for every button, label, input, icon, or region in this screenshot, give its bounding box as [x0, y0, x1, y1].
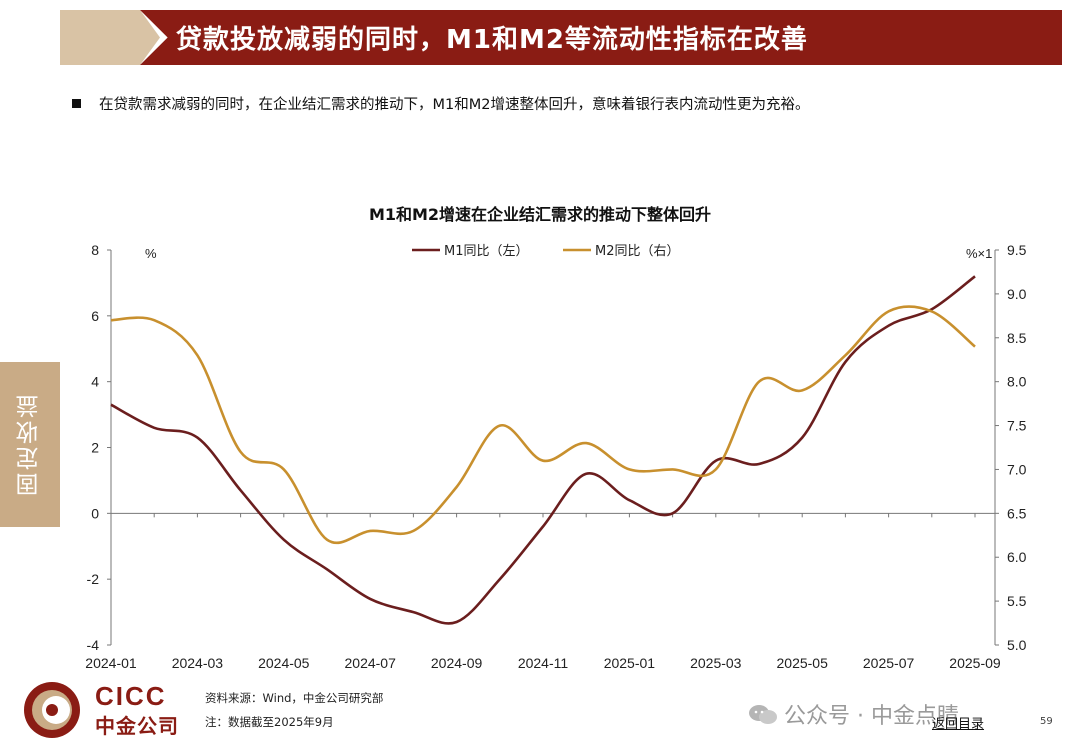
series-line-2	[110, 305, 976, 545]
x-tick-label: 2024-09	[431, 655, 483, 671]
header-bar	[140, 10, 1062, 65]
right-tick-label: 9.0	[1007, 286, 1027, 302]
right-tick-label: 6.0	[1007, 549, 1027, 565]
date-note: 注：数据截至2025年9月	[205, 715, 334, 729]
back-to-contents-link[interactable]: 返回目录	[932, 717, 985, 732]
right-tick-label: 9.5	[1007, 242, 1027, 258]
x-tick-label: 2025-01	[604, 655, 656, 671]
page-number: 59	[1040, 716, 1053, 727]
left-tick-label: 6	[91, 308, 99, 324]
wechat-icon	[749, 705, 777, 724]
chart-title: M1和M2增速在企业结汇需求的推动下整体回升	[369, 205, 711, 224]
x-tick-label: 2025-03	[690, 655, 742, 671]
right-tick-label: 8.0	[1007, 374, 1027, 390]
series-line-1	[110, 275, 976, 625]
right-axis-unit: %×1	[966, 246, 992, 261]
header-accent-tab	[60, 10, 160, 65]
x-tick-label: 2025-07	[863, 655, 915, 671]
right-tick-label: 7.5	[1007, 418, 1027, 434]
bullet-text: 在贷款需求减弱的同时，在企业结汇需求的推动下，M1和M2增速整体回升，意味着银行…	[99, 97, 810, 113]
bullet-square-icon	[72, 99, 81, 108]
side-section-tab[interactable]: 固定收益	[0, 362, 60, 527]
left-tick-label: -4	[87, 637, 100, 653]
legend-label-1: M1同比（左）	[444, 244, 529, 259]
page-title: 贷款投放减弱的同时，M1和M2等流动性指标在改善	[176, 25, 808, 55]
right-tick-label: 5.5	[1007, 593, 1027, 609]
left-tick-label: 8	[91, 242, 99, 258]
logo-text-en: CICC	[95, 681, 167, 711]
right-tick-label: 5.0	[1007, 637, 1027, 653]
right-tick-label: 7.0	[1007, 461, 1027, 477]
left-axis-unit: %	[145, 246, 157, 261]
left-tick-label: 4	[91, 374, 99, 390]
legend-label-2: M2同比（右）	[595, 244, 680, 259]
source-note: 资料来源：Wind，中金公司研究部	[205, 691, 384, 705]
left-tick-label: -2	[87, 571, 100, 587]
left-tick-label: 2	[91, 440, 99, 456]
bullet-point: 在贷款需求减弱的同时，在企业结汇需求的推动下，M1和M2增速整体回升，意味着银行…	[72, 93, 809, 114]
x-tick-label: 2024-07	[345, 655, 397, 671]
x-tick-label: 2024-11	[518, 655, 569, 671]
left-tick-label: 0	[91, 505, 99, 521]
wechat-text: 公众号 · 中金点睛	[784, 704, 959, 729]
x-tick-label: 2024-03	[172, 655, 224, 671]
x-tick-label: 2024-05	[258, 655, 310, 671]
x-tick-label: 2025-05	[777, 655, 829, 671]
wechat-watermark: 公众号 · 中金点睛	[748, 698, 959, 730]
x-tick-label: 2025-09	[949, 655, 1001, 671]
x-tick-label: 2024-01	[85, 655, 137, 671]
right-tick-label: 6.5	[1007, 505, 1027, 521]
right-tick-label: 8.5	[1007, 330, 1027, 346]
logo-text-cn: 中金公司	[95, 714, 179, 738]
cicc-logo-icon	[24, 682, 80, 738]
